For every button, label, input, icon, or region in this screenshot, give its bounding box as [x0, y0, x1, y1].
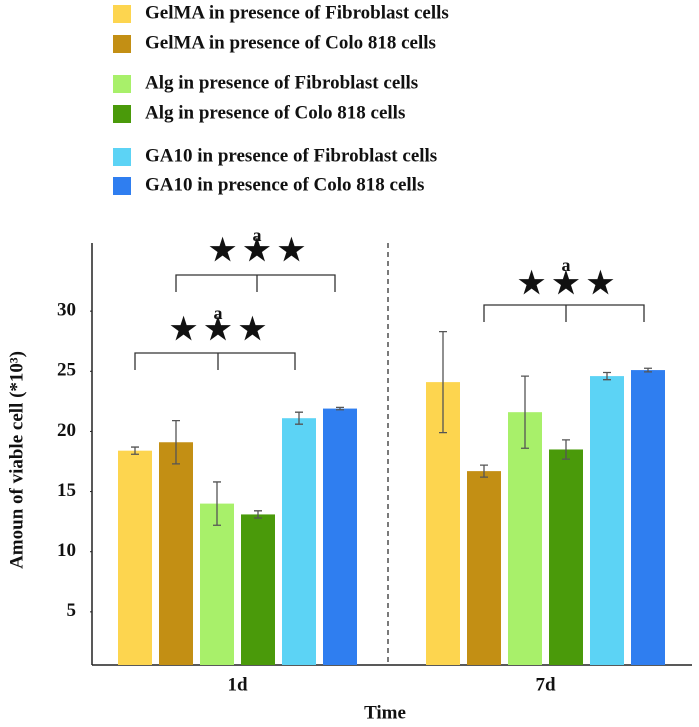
y-axis-label: Amoun of viable cell (*10³) [6, 351, 27, 569]
bar [323, 408, 357, 665]
error-bar [644, 367, 652, 373]
error-bar [439, 330, 447, 434]
annotation: ★ ★ ★ [209, 234, 305, 267]
error-bar [295, 411, 303, 425]
error-bar [254, 510, 262, 519]
legend-label: GA10 in presence of Colo 818 cells [145, 174, 424, 195]
error-bar [213, 481, 221, 526]
legend-swatch [113, 177, 131, 195]
legend-label: Alg in presence of Fibroblast cells [145, 72, 418, 93]
y-tick-label: 15 [57, 480, 76, 501]
error-bar [131, 446, 139, 455]
bar [118, 450, 152, 665]
bar [282, 418, 316, 665]
legend-label: GelMA in presence of Colo 818 cells [145, 32, 436, 53]
error-bar [480, 464, 488, 478]
annotation: ★ ★ ★ [170, 313, 266, 346]
annotation: a [253, 225, 262, 245]
annotation: a [214, 303, 223, 323]
legend-label: Alg in presence of Colo 818 cells [145, 102, 405, 123]
bar [631, 370, 665, 665]
brackets [134, 274, 645, 370]
error-bar [562, 439, 570, 460]
bar [241, 514, 275, 665]
bar [200, 503, 234, 665]
bar [549, 449, 583, 665]
bar [159, 442, 193, 665]
y-tick-label: 25 [57, 360, 76, 381]
annotation: a [562, 255, 571, 275]
error-bar [603, 371, 611, 381]
x-axis-label: Time [364, 702, 406, 723]
y-tick-label: 30 [57, 300, 76, 321]
legend-label: GelMA in presence of Fibroblast cells [145, 2, 449, 23]
legend-swatch [113, 105, 131, 123]
x-tick-label: 1d [227, 674, 248, 695]
legend-swatch [113, 75, 131, 93]
annotation: ★ ★ ★ [518, 267, 614, 300]
legend-swatch [113, 35, 131, 53]
y-tick-label: 10 [57, 540, 76, 561]
error-bar [172, 419, 180, 465]
y-tick-label: 5 [67, 600, 77, 621]
x-tick-label: 7d [535, 674, 556, 695]
legend-swatch [113, 5, 131, 23]
error-bar [336, 406, 344, 411]
bar [508, 412, 542, 665]
bar [467, 471, 501, 665]
legend-label: GA10 in presence of Fibroblast cells [145, 145, 437, 166]
y-tick-label: 20 [57, 420, 76, 441]
bar [590, 376, 624, 665]
legend-swatch [113, 148, 131, 166]
error-bar [521, 375, 529, 449]
